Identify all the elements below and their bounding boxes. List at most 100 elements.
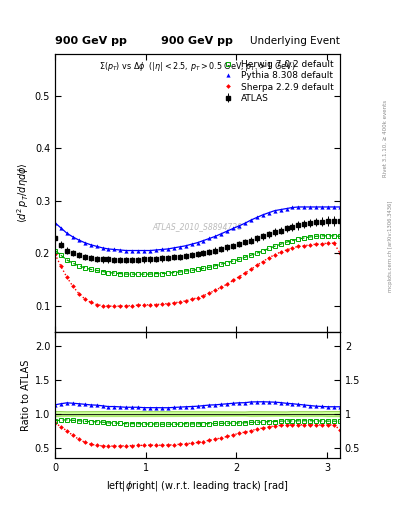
Text: mcplots.cern.ch [arXiv:1306.3436]: mcplots.cern.ch [arXiv:1306.3436] [388, 200, 393, 291]
Herwig 7.0.2 default [124, 271, 129, 277]
Herwig 7.0.2 default [177, 269, 182, 275]
Text: Underlying Event: Underlying Event [250, 36, 340, 46]
Herwig 7.0.2 default [100, 268, 105, 274]
X-axis label: left$|\phi$right$|$ (w.r.t. leading track) [rad]: left$|\phi$right$|$ (w.r.t. leading trac… [106, 479, 289, 493]
Herwig 7.0.2 default [165, 270, 170, 276]
Pythia 8.308 default [100, 245, 105, 251]
Pythia 8.308 default [148, 247, 152, 253]
Sherpa 2.2.9 default [183, 298, 188, 304]
Sherpa 2.2.9 default [171, 300, 176, 306]
Sherpa 2.2.9 default [189, 296, 194, 303]
Sherpa 2.2.9 default [219, 284, 224, 290]
Herwig 7.0.2 default [242, 254, 247, 261]
Herwig 7.0.2 default [207, 264, 212, 270]
Sherpa 2.2.9 default [272, 251, 277, 258]
Herwig 7.0.2 default [82, 265, 87, 271]
Pythia 8.308 default [219, 230, 224, 237]
Pythia 8.308 default [290, 204, 295, 210]
Pythia 8.308 default [201, 238, 206, 244]
Sherpa 2.2.9 default [326, 240, 331, 246]
Herwig 7.0.2 default [148, 271, 152, 277]
Herwig 7.0.2 default [284, 239, 289, 245]
Pythia 8.308 default [94, 243, 99, 249]
Pythia 8.308 default [237, 223, 241, 229]
Herwig 7.0.2 default [112, 270, 117, 276]
Herwig 7.0.2 default [154, 270, 158, 276]
Herwig 7.0.2 default [118, 270, 123, 276]
Text: 900 GeV pp: 900 GeV pp [55, 36, 127, 46]
Sherpa 2.2.9 default [314, 241, 319, 247]
Herwig 7.0.2 default [254, 250, 259, 256]
Pythia 8.308 default [272, 207, 277, 214]
Sherpa 2.2.9 default [106, 303, 111, 309]
Herwig 7.0.2 default [231, 258, 235, 264]
Legend: Herwig 7.0.2 default, Pythia 8.308 default, Sherpa 2.2.9 default, ATLAS: Herwig 7.0.2 default, Pythia 8.308 defau… [217, 58, 336, 104]
Pythia 8.308 default [70, 234, 75, 240]
Pythia 8.308 default [261, 212, 265, 218]
Herwig 7.0.2 default [76, 263, 81, 269]
Pythia 8.308 default [296, 204, 301, 210]
Sherpa 2.2.9 default [242, 270, 247, 276]
Herwig 7.0.2 default [338, 233, 342, 240]
Sherpa 2.2.9 default [266, 255, 271, 261]
Pythia 8.308 default [332, 204, 336, 210]
Sherpa 2.2.9 default [94, 302, 99, 308]
Pythia 8.308 default [160, 246, 164, 252]
Sherpa 2.2.9 default [130, 303, 134, 309]
Sherpa 2.2.9 default [112, 303, 117, 309]
Herwig 7.0.2 default [64, 257, 69, 263]
Pythia 8.308 default [142, 247, 147, 253]
Sherpa 2.2.9 default [195, 295, 200, 301]
Pythia 8.308 default [124, 247, 129, 253]
Pythia 8.308 default [118, 247, 123, 253]
Pythia 8.308 default [213, 233, 218, 240]
Sherpa 2.2.9 default [53, 251, 57, 257]
Herwig 7.0.2 default [308, 234, 312, 240]
Sherpa 2.2.9 default [332, 240, 336, 246]
Text: ATLAS_2010_S8894728: ATLAS_2010_S8894728 [152, 222, 242, 231]
Sherpa 2.2.9 default [248, 266, 253, 272]
Sherpa 2.2.9 default [231, 278, 235, 284]
Sherpa 2.2.9 default [160, 301, 164, 307]
Sherpa 2.2.9 default [207, 290, 212, 296]
Herwig 7.0.2 default [195, 266, 200, 272]
Sherpa 2.2.9 default [320, 241, 325, 247]
Pythia 8.308 default [88, 242, 93, 248]
Herwig 7.0.2 default [130, 271, 134, 277]
Herwig 7.0.2 default [219, 261, 224, 267]
Pythia 8.308 default [183, 243, 188, 249]
Herwig 7.0.2 default [302, 235, 307, 241]
Pythia 8.308 default [154, 247, 158, 253]
Pythia 8.308 default [53, 220, 57, 226]
Pythia 8.308 default [82, 240, 87, 246]
Pythia 8.308 default [130, 247, 134, 253]
Pythia 8.308 default [326, 204, 331, 210]
Pythia 8.308 default [112, 246, 117, 252]
Sherpa 2.2.9 default [142, 302, 147, 308]
Sherpa 2.2.9 default [213, 287, 218, 293]
Sherpa 2.2.9 default [165, 301, 170, 307]
Herwig 7.0.2 default [201, 265, 206, 271]
Sherpa 2.2.9 default [225, 281, 230, 287]
Herwig 7.0.2 default [237, 257, 241, 263]
Herwig 7.0.2 default [136, 271, 140, 277]
Pythia 8.308 default [284, 205, 289, 211]
Sherpa 2.2.9 default [154, 302, 158, 308]
Herwig 7.0.2 default [94, 267, 99, 273]
Pythia 8.308 default [278, 206, 283, 212]
Pythia 8.308 default [177, 244, 182, 250]
Herwig 7.0.2 default [160, 270, 164, 276]
Pythia 8.308 default [195, 240, 200, 246]
Sherpa 2.2.9 default [278, 249, 283, 255]
Pythia 8.308 default [189, 241, 194, 247]
Sherpa 2.2.9 default [64, 274, 69, 281]
Herwig 7.0.2 default [314, 233, 319, 240]
Herwig 7.0.2 default [88, 266, 93, 272]
Sherpa 2.2.9 default [76, 290, 81, 296]
Sherpa 2.2.9 default [302, 243, 307, 249]
Line: Pythia 8.308 default: Pythia 8.308 default [53, 205, 342, 252]
Herwig 7.0.2 default [332, 233, 336, 239]
Sherpa 2.2.9 default [136, 302, 140, 308]
Pythia 8.308 default [165, 246, 170, 252]
Sherpa 2.2.9 default [124, 303, 129, 309]
